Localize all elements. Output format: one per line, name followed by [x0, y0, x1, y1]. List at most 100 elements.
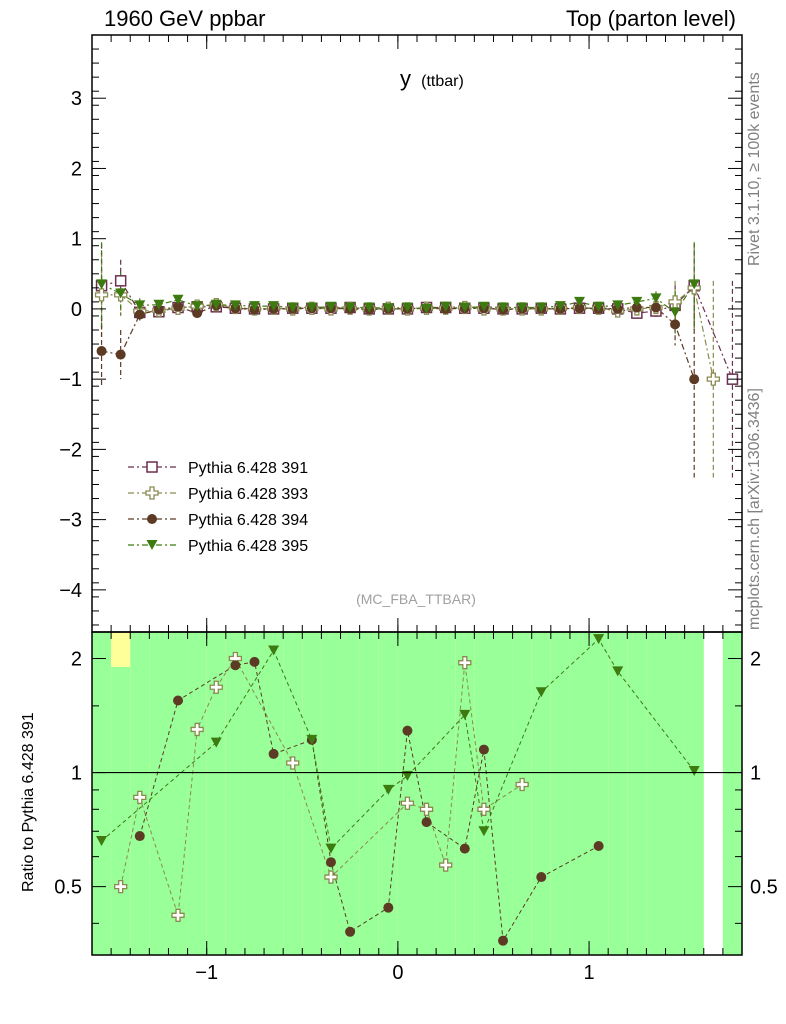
ratio-point-series-2 [268, 748, 279, 759]
legend-label-2: Pythia 6.428 393 [188, 486, 308, 503]
ratio-point-series-1 [400, 796, 415, 810]
ratio-band-inner [283, 632, 303, 955]
data-point-series-3 [173, 301, 184, 312]
y-tick-label: −1 [59, 369, 82, 391]
ratio-point-series-1 [209, 680, 223, 694]
data-point-series-4 [287, 302, 299, 313]
legend-marker-1 [146, 461, 158, 473]
ratio-band-inner [244, 632, 265, 955]
data-point-series-4 [306, 302, 318, 313]
series-line-3 [101, 304, 695, 380]
ratio-point-series-1 [114, 879, 128, 894]
ratio-band-inner [302, 632, 322, 955]
data-point-series-4 [96, 279, 108, 290]
ratio-band-inner [92, 632, 112, 955]
data-point-series-4 [229, 300, 241, 311]
ratio-point-series-3 [401, 770, 413, 781]
data-point-series-4 [153, 299, 165, 310]
ratio-band-inner [417, 632, 437, 955]
ratio-band-inner [340, 632, 360, 955]
data-point-series-3 [115, 349, 126, 360]
ratio-point-series-2 [173, 695, 184, 706]
data-point-series-4 [115, 288, 127, 299]
legend-label-1: Pythia 6.428 391 [188, 460, 308, 477]
ratio-band-inner [627, 632, 647, 955]
ratio-point-series-2 [345, 926, 356, 937]
ratio-band-inner [531, 632, 551, 955]
ratio-point-series-3 [478, 826, 490, 837]
data-point-series-4 [382, 303, 394, 314]
ratio-band-inner [225, 632, 245, 955]
ratio-point-series-2 [498, 935, 509, 946]
data-point-series-4 [497, 302, 509, 313]
series-line-4 [101, 283, 695, 314]
ratio-point-series-3 [593, 634, 605, 645]
main-markers [94, 275, 739, 386]
ratio-point-series-2 [249, 656, 260, 667]
x-tick-label: −1 [195, 962, 218, 984]
ratio-band-inner [264, 632, 284, 955]
ratio-point-series-2 [536, 872, 547, 883]
ratio-band-inner [569, 632, 590, 955]
ratio-point-series-3 [210, 737, 222, 748]
ratio-band-inner [722, 632, 742, 955]
ratio-band-inner [149, 632, 169, 955]
x-tick-label: 0 [392, 962, 403, 984]
data-point-series-4 [440, 301, 452, 312]
ratio-point-series-2 [383, 902, 394, 913]
data-point-series-3 [650, 302, 661, 313]
ratio-y-tick-label: 2 [71, 649, 82, 671]
ratio-point-series-1 [286, 756, 300, 770]
ratio-point-series-2 [402, 725, 413, 736]
ratio-point-series-1 [324, 870, 338, 884]
ratio-point-series-2 [421, 817, 432, 828]
ratio-point-series-1 [171, 908, 185, 922]
legend-marker-2 [145, 486, 159, 500]
series-line-1 [101, 280, 733, 380]
main-series-lines [101, 280, 733, 380]
ratio-band-inner [321, 632, 341, 955]
ratio-point-series-2 [230, 660, 241, 671]
y-tick-label: 3 [71, 88, 82, 110]
ratio-band-inner [665, 632, 685, 955]
data-point-series-4 [172, 294, 184, 305]
data-point-series-2 [706, 372, 720, 386]
legend-label-4: Pythia 6.428 395 [188, 538, 308, 555]
data-point-series-3 [670, 319, 681, 330]
ratio-point-series-1 [133, 790, 147, 805]
ratio-point-series-2 [593, 841, 604, 852]
ratio-point-series-3 [306, 734, 318, 745]
ratio-band-inner [359, 632, 379, 955]
ratio-point-series-3 [325, 843, 337, 854]
axis-tick-labels: −4 −3 −2 −1 0 1 2 3 −1 0 1 0.5 0.5 1 1 2 2 [54, 88, 778, 984]
data-point-series-4 [554, 301, 566, 312]
analysis-tag: (MC_FBA_TTBAR) [356, 591, 476, 607]
ratio-band-inner [550, 632, 570, 955]
data-point-series-4 [574, 296, 585, 307]
y-tick-label: −4 [59, 580, 82, 602]
header-process-label: Top (parton level) [566, 6, 736, 31]
ratio-point-series-3 [268, 645, 280, 656]
data-point-series-4 [535, 302, 547, 313]
data-point-series-4 [249, 301, 260, 312]
data-point-series-3 [574, 303, 585, 314]
ratio-band-inner [206, 632, 226, 955]
ratio-band-inner [493, 632, 513, 955]
data-point-series-3 [96, 346, 107, 357]
data-point-series-4 [688, 279, 700, 290]
ratio-y-tick-label: 0.5 [54, 877, 82, 899]
ratio-band-inner [187, 632, 207, 955]
ratio-point-series-1 [419, 802, 434, 816]
ratio-point-series-2 [325, 857, 336, 868]
ratio-point-series-1 [439, 858, 453, 872]
legend-marker-4 [146, 540, 158, 550]
y-tick-label: 0 [71, 299, 82, 321]
ratio-band-inner [455, 632, 475, 955]
ratio-point-series-2 [459, 843, 470, 854]
plot-title-main: y [400, 66, 411, 91]
axis-ticks [92, 35, 742, 955]
ratio-point-series-3 [688, 765, 700, 776]
ratio-point-series-3 [612, 666, 624, 677]
data-point-series-4 [325, 301, 337, 312]
